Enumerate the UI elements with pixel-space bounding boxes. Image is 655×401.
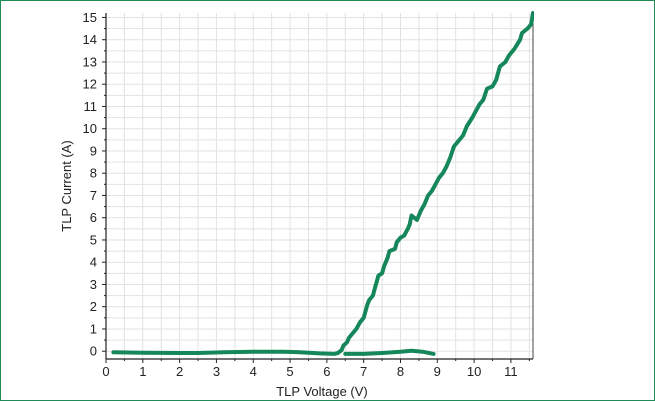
- series-line-1: [111, 11, 534, 356]
- y-tick-label: 3: [90, 277, 97, 292]
- y-tick-label: 5: [90, 232, 97, 247]
- y-tick-label: 9: [90, 143, 97, 158]
- axes: [105, 13, 534, 360]
- x-tick-label: 10: [467, 364, 481, 379]
- grid: [106, 13, 533, 359]
- y-tick-label: 11: [84, 99, 98, 114]
- x-tick-label: 7: [360, 364, 367, 379]
- y-tick-label: 4: [90, 255, 97, 270]
- y-axis-title: TLP Current (A): [59, 140, 74, 232]
- data-series: [111, 11, 534, 356]
- x-tick-label: 0: [102, 364, 109, 379]
- x-tick-label: 5: [286, 364, 293, 379]
- y-tick-label: 6: [90, 210, 97, 225]
- y-tick-label: 7: [90, 188, 97, 203]
- y-tick-label: 8: [90, 166, 97, 181]
- x-tick-label: 6: [323, 364, 330, 379]
- x-tick-label: 11: [504, 364, 518, 379]
- y-tick-label: 1: [90, 321, 97, 336]
- y-tick-label: 15: [83, 10, 97, 25]
- x-tick-label: 4: [250, 364, 257, 379]
- y-tick-label: 14: [83, 32, 97, 47]
- x-tick-label: 9: [434, 364, 441, 379]
- y-tick-label: 12: [83, 77, 97, 92]
- x-tick-label: 1: [139, 364, 146, 379]
- y-tick-label: 0: [90, 344, 97, 359]
- series-line-2: [343, 348, 436, 356]
- y-tick-label: 13: [83, 54, 97, 69]
- x-tick-label: 8: [397, 364, 404, 379]
- x-axis-ticks: 0 1 2 3 4 5 6 7 8 9 10 11: [102, 359, 530, 379]
- x-tick-label: 3: [213, 364, 220, 379]
- y-tick-label: 2: [90, 299, 97, 314]
- y-tick-label: 10: [83, 121, 97, 136]
- x-axis-title: TLP Voltage (V): [276, 384, 368, 399]
- x-tick-label: 2: [176, 364, 183, 379]
